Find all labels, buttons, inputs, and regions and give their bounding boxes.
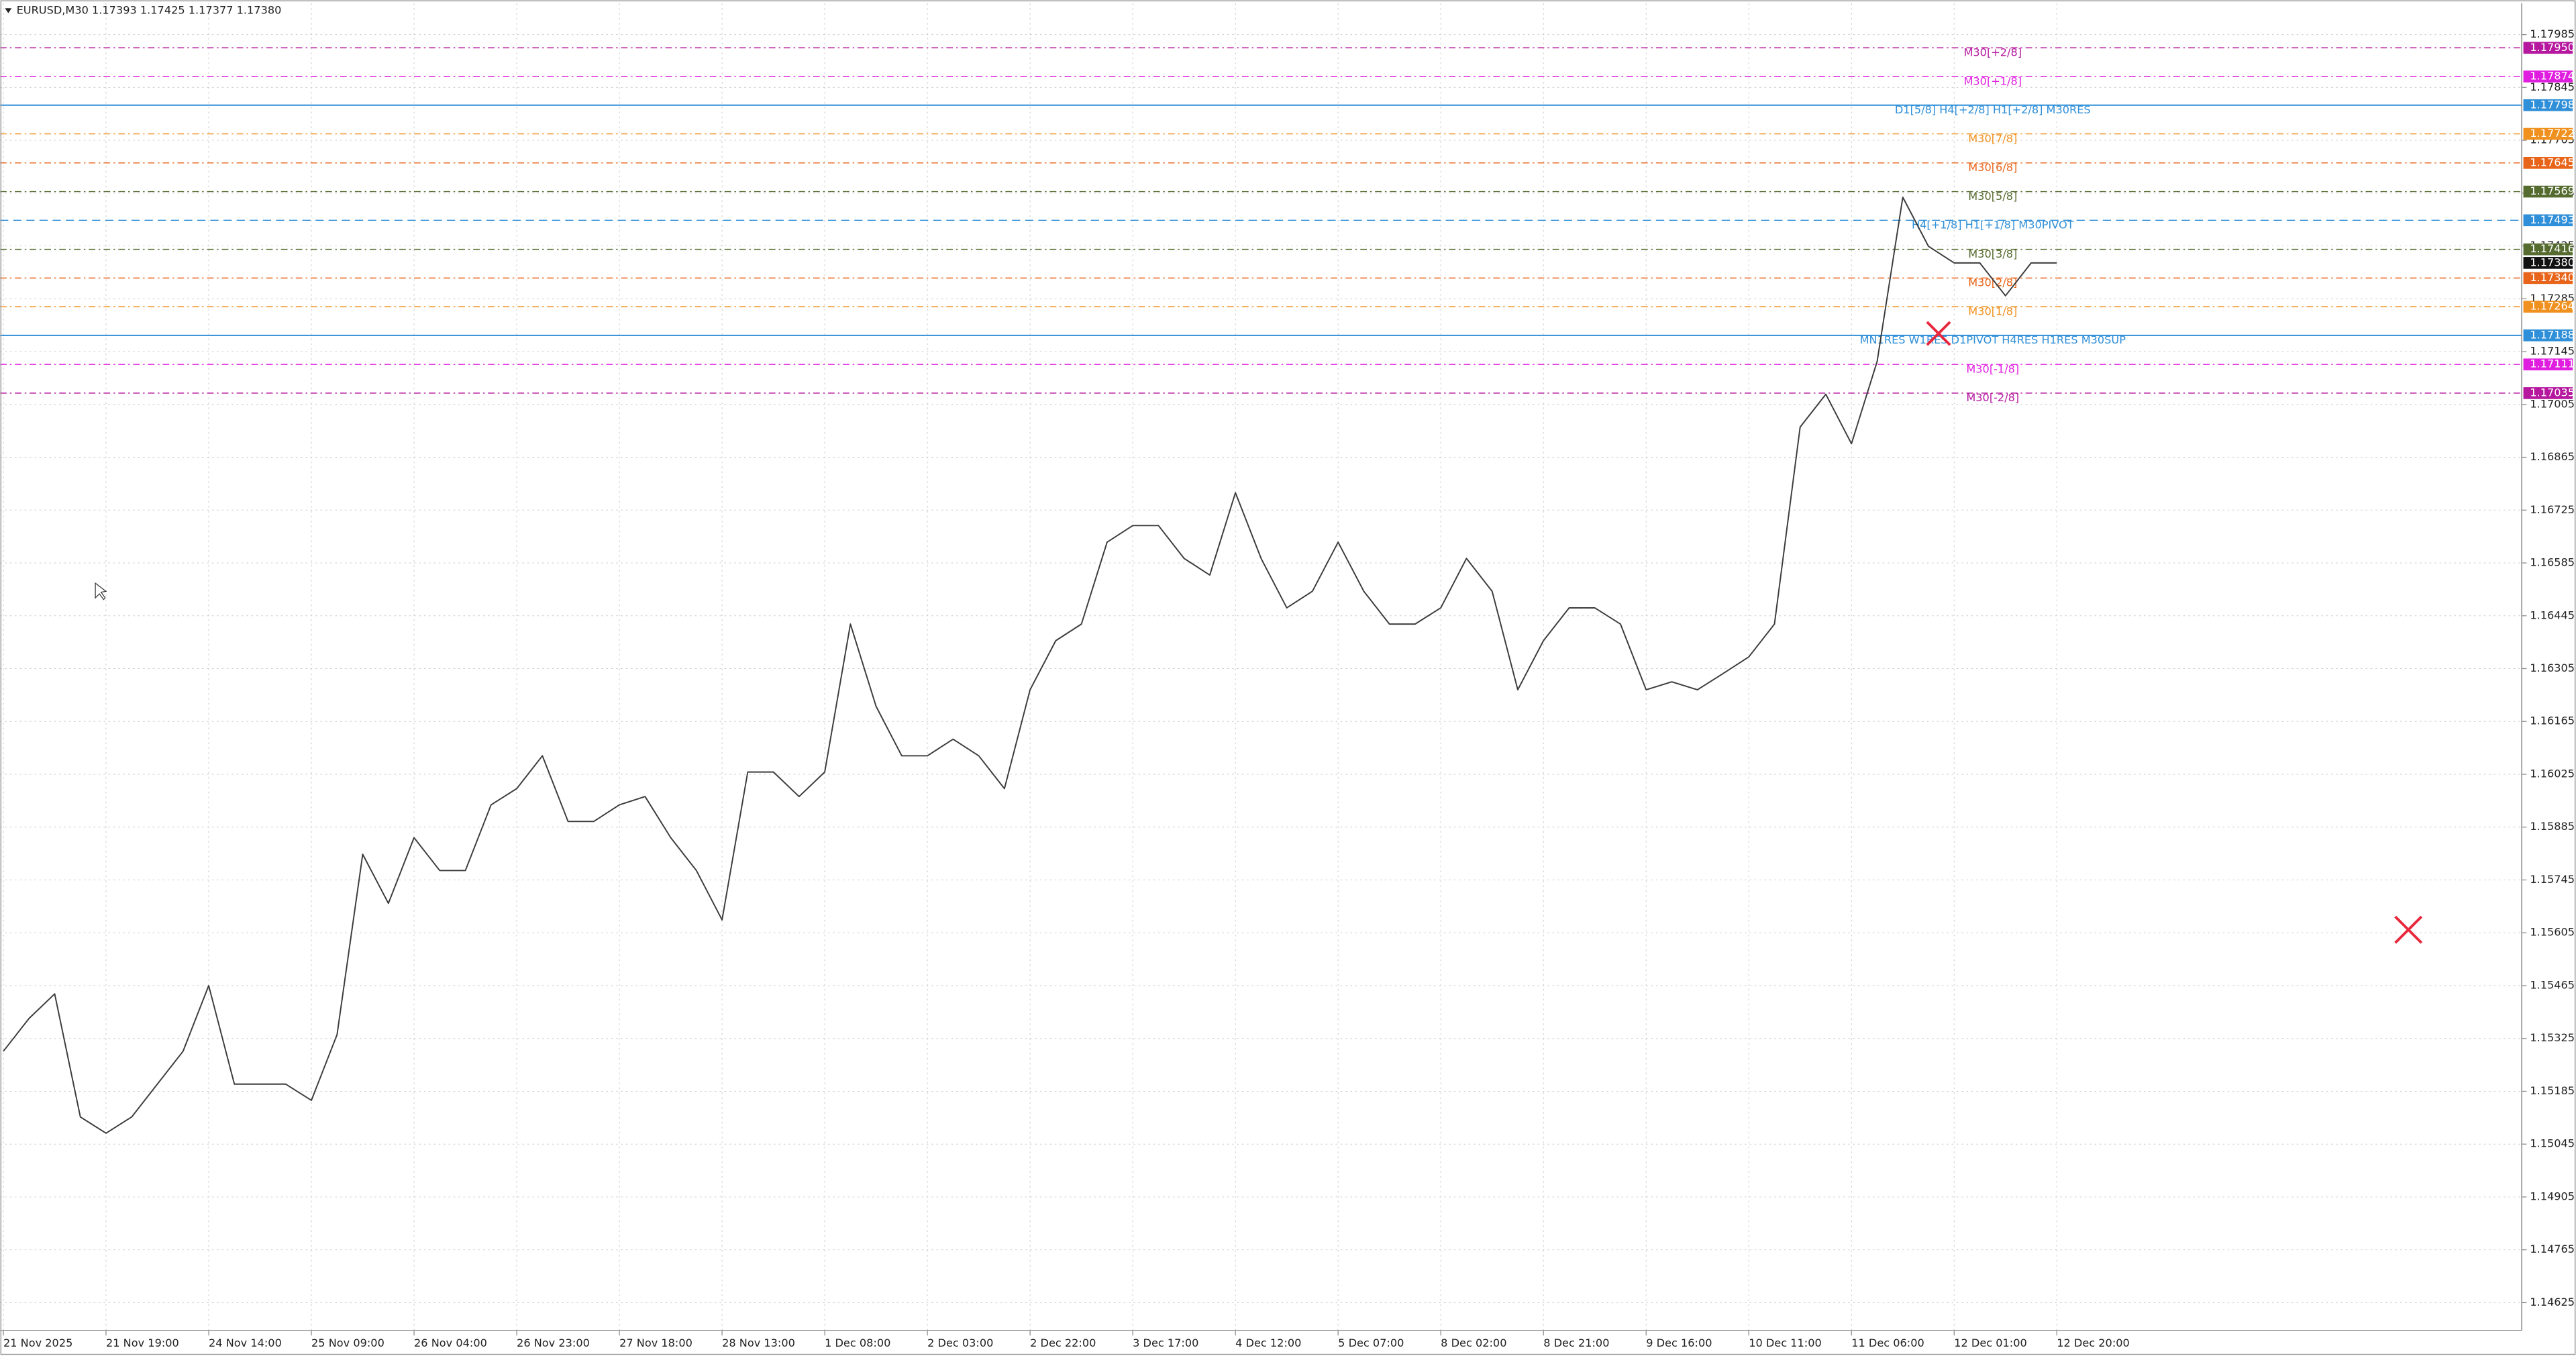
price-tag [2523, 157, 2573, 169]
x-tick-label: 1 Dec 08:00 [825, 1337, 890, 1349]
y-tick-label: 1.16725 [2530, 503, 2575, 516]
y-tick-label: 1.17985 [2530, 28, 2575, 40]
y-tick-label: 1.14905 [2530, 1190, 2575, 1202]
x-tick-label: 9 Dec 16:00 [1646, 1337, 1712, 1349]
price-tag-label: 1.17950 [2530, 41, 2575, 54]
price-tag [2523, 301, 2573, 313]
y-tick-label: 1.17145 [2530, 345, 2575, 358]
price-tag-label: 1.17569 [2530, 185, 2575, 197]
price-tag-label: 1.17416 [2530, 242, 2575, 255]
price-tag [2523, 387, 2573, 399]
series [3, 197, 2057, 1134]
price-tag [2523, 185, 2573, 198]
level-label: M30[-2/8] [1966, 391, 2019, 404]
last-price-tag [2523, 257, 2573, 269]
x-tick-label: 26 Nov 23:00 [517, 1337, 590, 1349]
y-tick-label: 1.15185 [2530, 1084, 2575, 1097]
x-tick-label: 5 Dec 07:00 [1338, 1337, 1404, 1349]
x-tick-label: 11 Dec 06:00 [1851, 1337, 1924, 1349]
close-marker [1926, 321, 1951, 346]
x-tick-label: 21 Nov 2025 [3, 1337, 72, 1349]
level-label: M30[7/8] [1968, 132, 2017, 145]
y-tick-label: 1.15465 [2530, 978, 2575, 991]
level-label: M30[5/8] [1968, 190, 2017, 203]
y-tick-label: 1.17005 [2530, 397, 2575, 410]
level-label: MN1RES W1RES D1PIVOT H4RES H1RES M30SUP [1860, 333, 2126, 346]
x-tick-label: 25 Nov 09:00 [311, 1337, 384, 1349]
price-tag [2523, 127, 2573, 140]
price-tag [2523, 243, 2573, 256]
menu-arrow[interactable] [5, 8, 12, 13]
price-tag [2523, 329, 2573, 342]
x-tick-label: 3 Dec 17:00 [1133, 1337, 1198, 1349]
x-tick-label: 2 Dec 03:00 [927, 1337, 993, 1349]
price-tag-label: 1.17798 [2530, 98, 2575, 111]
y-tick-label: 1.16865 [2530, 450, 2575, 463]
price-tag-label: 1.17340 [2530, 271, 2575, 284]
last-price-label: 1.17380 [2530, 256, 2575, 268]
price-tag-label: 1.17188 [2530, 328, 2575, 341]
y-tick-label: 1.14765 [2530, 1243, 2575, 1255]
mouse-cursor [95, 582, 107, 601]
x-tick-label: 26 Nov 04:00 [414, 1337, 487, 1349]
level-label: M30[+2/8] [1964, 46, 2022, 59]
y-tick-label: 1.15885 [2530, 820, 2575, 833]
x-tick-label: 12 Dec 20:00 [2057, 1337, 2130, 1349]
price-tag-label: 1.17111 [2530, 358, 2575, 370]
x-tick-label: 10 Dec 11:00 [1749, 1337, 1822, 1349]
level-label: M30[1/8] [1968, 305, 2017, 317]
price-tag [2523, 70, 2573, 83]
y-tick-label: 1.16585 [2530, 556, 2575, 569]
level-label: M30[+1/8] [1964, 74, 2022, 87]
price-tag-label: 1.17264 [2530, 300, 2575, 313]
x-tick-label: 8 Dec 02:00 [1441, 1337, 1506, 1349]
levels: M30[+2/8] M30[+1/8] D1[5/8] H4[+2/8] H1[+2… [0, 46, 2522, 404]
y-tick-label: 1.16165 [2530, 715, 2575, 727]
price-tag [2523, 358, 2573, 370]
y-tick-label: 1.15325 [2530, 1031, 2575, 1044]
x-tick-label: 28 Nov 13:00 [722, 1337, 795, 1349]
x-tick-label: 12 Dec 01:00 [1954, 1337, 2027, 1349]
x-tick-label: 4 Dec 12:00 [1235, 1337, 1301, 1349]
y-tick-label: 1.15745 [2530, 873, 2575, 886]
level-label: M30[6/8] [1968, 161, 2017, 174]
level-label: M30[2/8] [1968, 276, 2017, 289]
level-label: D1[5/8] H4[+2/8] H1[+2/8] M30RES [1895, 103, 2091, 116]
price-tag-label: 1.17645 [2530, 156, 2575, 168]
price-tag-label: 1.17035 [2530, 386, 2575, 399]
price-tag [2523, 214, 2573, 227]
price-line [3, 197, 2057, 1134]
x-tick-label: 24 Nov 14:00 [209, 1337, 282, 1349]
y-tick-label: 1.15045 [2530, 1137, 2575, 1150]
y-tick-label: 1.15605 [2530, 926, 2575, 939]
level-label: M30[3/8] [1968, 248, 2017, 260]
y-tick-label: 1.16025 [2530, 767, 2575, 780]
x-tick-label: 8 Dec 21:00 [1543, 1337, 1609, 1349]
price-tag [2523, 99, 2573, 111]
y-tick-label: 1.16445 [2530, 609, 2575, 621]
x-tick-label: 2 Dec 22:00 [1030, 1337, 1096, 1349]
grid [0, 3, 2522, 1331]
price-tag [2523, 42, 2573, 54]
price-tag-label: 1.17493 [2530, 213, 2575, 226]
close-marker [2394, 915, 2423, 944]
y-tick-label: 1.16305 [2530, 662, 2575, 674]
price-tag [2523, 272, 2573, 284]
x-tick-label: 27 Nov 18:00 [619, 1337, 692, 1349]
price-tag-label: 1.17722 [2530, 127, 2575, 140]
y-tick-label: 1.17845 [2530, 81, 2575, 93]
axis-labels: 1.179851.178451.177051.175651.174251.172… [3, 28, 2575, 1349]
x-tick-label: 21 Nov 19:00 [106, 1337, 179, 1349]
chart-title: EURUSD,M30 1.17393 1.17425 1.17377 1.173… [17, 3, 282, 16]
level-label: H4[+1/8] H1[+1/8] M30PIVOT [1912, 219, 2074, 231]
price-tag-label: 1.17874 [2530, 70, 2575, 83]
level-label: M30[-1/8] [1966, 363, 2019, 376]
y-tick-label: 1.14625 [2530, 1296, 2575, 1308]
